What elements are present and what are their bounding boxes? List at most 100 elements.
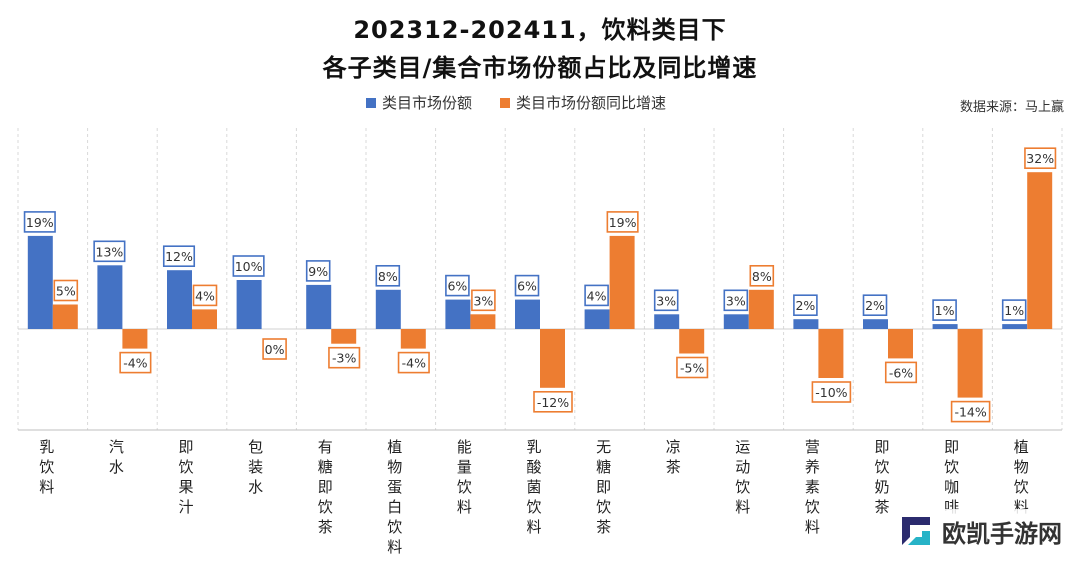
data-label-share: 8% (378, 269, 398, 284)
bar-growth (470, 314, 496, 329)
category-label: 饮 (318, 498, 333, 516)
data-label-share-box (723, 289, 749, 312)
watermark-logo-icon (902, 517, 930, 545)
watermark-text: 欧凯手游网 (942, 519, 1062, 548)
bar-growth (400, 329, 426, 349)
data-label-growth: 19% (609, 215, 637, 230)
data-label-growth: 0% (265, 342, 285, 357)
category-label: 饮 (526, 498, 541, 516)
category-label: 即 (596, 478, 611, 496)
data-label-share-box (93, 240, 126, 263)
data-label-share: 10% (235, 259, 263, 274)
data-label-growth: -4% (402, 356, 426, 371)
data-label-growth-box (397, 351, 430, 374)
category-label: 料 (39, 478, 54, 496)
category-label: 饮 (805, 498, 820, 516)
data-label-growth-box (53, 279, 79, 302)
data-label-share-box (793, 294, 818, 317)
data-label-share-box (584, 284, 609, 307)
bar-growth (679, 329, 705, 354)
data-label-share: 1% (935, 303, 955, 318)
data-label-growth: 4% (195, 288, 215, 303)
category-label: 有 (318, 438, 333, 456)
bar-growth (122, 329, 148, 349)
data-label-share: 2% (865, 298, 885, 313)
bar-share (584, 309, 610, 329)
data-label-share: 13% (96, 244, 124, 259)
category-label: 水 (248, 478, 263, 496)
category-label: 汁 (178, 498, 193, 516)
legend-label-growth: 类目市场份额同比增速 (516, 94, 667, 112)
category-label: 菌 (526, 478, 541, 496)
category-label: 能 (457, 438, 472, 456)
category-label: 乳 (526, 438, 541, 456)
category-label: 营 (805, 438, 820, 456)
category-label: 量 (457, 458, 472, 476)
data-label-share-box (445, 274, 470, 297)
bar-share (932, 324, 958, 329)
category-label: 汽 (109, 438, 124, 456)
data-label-growth: 32% (1026, 151, 1054, 166)
data-label-share: 4% (587, 288, 607, 303)
category-label: 饮 (735, 478, 750, 496)
category-label: 饮 (39, 458, 54, 476)
data-label-growth: -4% (123, 356, 147, 371)
category-label: 植 (387, 438, 402, 456)
data-source: 数据来源：马上赢 (959, 100, 1064, 115)
category-label: 饮 (178, 458, 193, 476)
category-label: 植 (1014, 438, 1029, 456)
data-label-growth: 3% (473, 293, 493, 308)
category-label: 蛋 (387, 478, 402, 496)
data-label-share: 19% (26, 215, 54, 230)
bar-growth (957, 329, 983, 398)
category-label: 糖 (318, 458, 333, 476)
bar-growth (888, 329, 913, 359)
data-label-share-box (932, 299, 957, 321)
data-label-share: 9% (308, 264, 328, 279)
data-label-growth-box (533, 390, 573, 413)
data-label-growth-box (328, 346, 361, 369)
bar-share (445, 299, 471, 329)
bar-share (375, 289, 401, 329)
data-label-share-box (653, 289, 679, 312)
category-label: 料 (735, 498, 750, 516)
category-label: 料 (387, 538, 402, 556)
category-label: 茶 (318, 518, 333, 536)
bar-share (27, 235, 53, 329)
data-label-share-box (23, 211, 56, 233)
category-label: 装 (248, 458, 263, 476)
category-label: 茶 (596, 518, 611, 536)
data-label-share-box (375, 264, 401, 287)
watermark: 欧凯手游网 (892, 509, 1066, 553)
data-label-share: 6% (447, 279, 467, 294)
data-label-growth: -6% (889, 365, 913, 380)
bar-share (97, 265, 123, 329)
category-label: 糖 (596, 458, 611, 476)
chart-title-line-1: 202312-202411，饮料类目下 (353, 16, 727, 44)
category-label: 包 (248, 438, 263, 456)
bar-share (1002, 324, 1028, 329)
data-label-growth: -10% (815, 385, 847, 400)
category-label: 即 (178, 438, 193, 456)
category-label: 咖 (944, 478, 959, 496)
category-label: 果 (178, 478, 193, 496)
bar-share (863, 319, 888, 329)
bar-growth (609, 235, 635, 329)
data-label-growth-box (606, 211, 639, 233)
category-label: 酸 (526, 458, 541, 476)
data-label-share: 3% (726, 293, 746, 308)
data-label-growth-box (749, 264, 775, 287)
category-label: 乳 (39, 438, 54, 456)
category-label: 料 (457, 498, 472, 516)
chart-title-line-2: 各子类目/集合市场份额占比及同比增速 (322, 54, 758, 82)
category-label: 无 (596, 438, 611, 456)
bar-share (515, 299, 540, 329)
data-label-growth: 8% (752, 269, 772, 284)
legend-label-share: 类目市场份额 (382, 94, 473, 112)
category-label: 料 (526, 518, 541, 536)
bar-share (723, 314, 749, 329)
data-label-growth: -5% (680, 361, 704, 376)
data-label-growth-box (676, 356, 709, 379)
data-label-share: 12% (165, 249, 193, 264)
